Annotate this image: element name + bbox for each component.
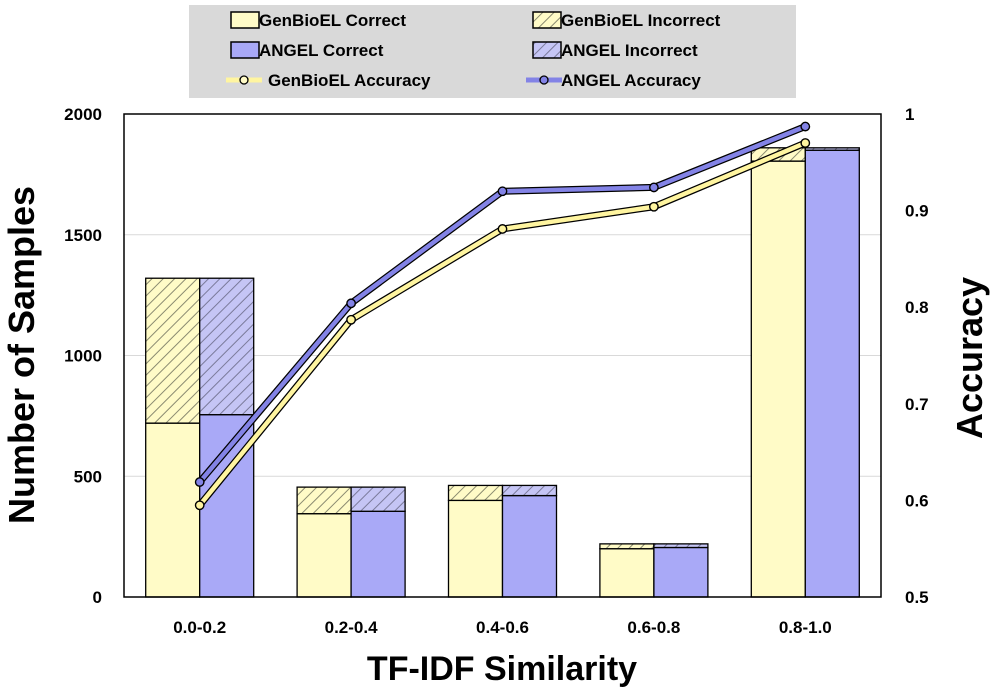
y2-tick-label: 0.7: [905, 395, 929, 414]
point-angel-accuracy-3: [649, 182, 659, 193]
point-angel-accuracy-0: [194, 477, 205, 487]
x-tick-label: 0.8-1.0: [779, 618, 832, 637]
line-genbioel-accuracy: [197, 140, 807, 507]
legend-label-genbioel-correct: GenBioEL Correct: [259, 11, 406, 30]
y-tick-label: 1500: [64, 226, 102, 245]
legend-swatch-genbioel-incorrect: [532, 11, 562, 29]
legend: GenBioEL Correct GenBioEL Incorrect ANGE…: [189, 5, 796, 98]
legend-swatch-genbioel-correct: [230, 11, 260, 29]
point-genbioel-accuracy-4: [800, 138, 811, 148]
bar-genbioel-incorrect-0: [145, 277, 201, 424]
plot-frame: [123, 113, 882, 598]
legend-label-angel-incorrect: ANGEL Incorrect: [561, 41, 698, 60]
y2-tick-label: 0.8: [905, 298, 929, 317]
bar-genbioel-correct-2: [447, 499, 504, 598]
x-axis-ticks: 0.0-0.2 0.2-0.4 0.4-0.6 0.6-0.8 0.8-1.0: [173, 618, 832, 637]
y-axis-title: Number of Samples: [1, 186, 42, 524]
bar-angel-correct-3: [653, 546, 709, 598]
legend-marker-genbioel-accuracy: [239, 75, 249, 85]
bar-angel-correct-2: [501, 494, 558, 598]
legend-swatch-angel-incorrect: [532, 41, 562, 59]
bar-angel-correct-1: [350, 510, 406, 598]
bar-angel-incorrect-2: [501, 484, 558, 497]
bar-genbioel-correct-1: [296, 513, 352, 598]
legend-swatch-angel-correct: [230, 41, 260, 59]
point-genbioel-accuracy-1: [346, 314, 356, 325]
bar-angel-incorrect-3: [653, 543, 709, 549]
bar-angel-incorrect-4: [804, 147, 860, 151]
y-tick-label: 0: [93, 588, 102, 607]
y2-tick-label: 0.9: [905, 202, 929, 221]
point-angel-accuracy-4: [800, 121, 811, 132]
x-tick-label: 0.0-0.2: [173, 618, 226, 637]
legend-label-genbioel-accuracy: GenBioEL Accuracy: [268, 71, 431, 90]
legend-background: [189, 5, 796, 98]
bar-genbioel-incorrect-2: [447, 484, 504, 502]
y2-tick-label: 1: [905, 105, 914, 124]
bar-angel-incorrect-0: [199, 277, 255, 416]
y-tick-label: 2000: [64, 105, 102, 124]
x-axis-title: TF-IDF Similarity: [367, 650, 637, 688]
legend-label-angel-correct: ANGEL Correct: [259, 41, 384, 60]
legend-label-genbioel-incorrect: GenBioEL Incorrect: [561, 11, 721, 30]
point-genbioel-accuracy-2: [497, 224, 508, 234]
point-genbioel-accuracy-3: [649, 201, 659, 212]
y2-tick-label: 0.5: [905, 588, 929, 607]
accuracy-lines: [194, 121, 811, 511]
bars: [145, 147, 860, 598]
x-tick-label: 0.6-0.8: [627, 618, 680, 637]
bar-genbioel-incorrect-1: [296, 486, 352, 515]
y2-axis-ticks: 0.5 0.6 0.7 0.8 0.9 1: [905, 105, 929, 607]
legend-marker-angel-accuracy: [539, 75, 549, 85]
y-tick-label: 500: [74, 467, 102, 486]
point-angel-accuracy-1: [346, 298, 356, 309]
bar-genbioel-correct-4: [750, 160, 806, 598]
y-axis-ticks: 0 500 1000 1500 2000: [64, 105, 102, 607]
point-angel-accuracy-2: [497, 186, 508, 197]
bar-angel-incorrect-1: [350, 486, 406, 512]
bar-angel-correct-4: [804, 149, 860, 598]
y-tick-label: 1000: [64, 347, 102, 366]
bar-genbioel-correct-0: [145, 422, 201, 598]
bar-angel-correct-0: [199, 414, 255, 598]
y2-tick-label: 0.6: [905, 491, 929, 510]
point-genbioel-accuracy-0: [194, 500, 205, 511]
line-outline-genbioel-accuracy: [196, 139, 807, 508]
x-tick-label: 0.4-0.6: [476, 618, 529, 637]
x-tick-label: 0.2-0.4: [325, 618, 378, 637]
bar-genbioel-correct-3: [599, 548, 655, 598]
legend-label-angel-accuracy: ANGEL Accuracy: [561, 71, 701, 90]
y2-axis-title: Accuracy: [949, 277, 990, 439]
bar-genbioel-incorrect-3: [599, 543, 655, 550]
